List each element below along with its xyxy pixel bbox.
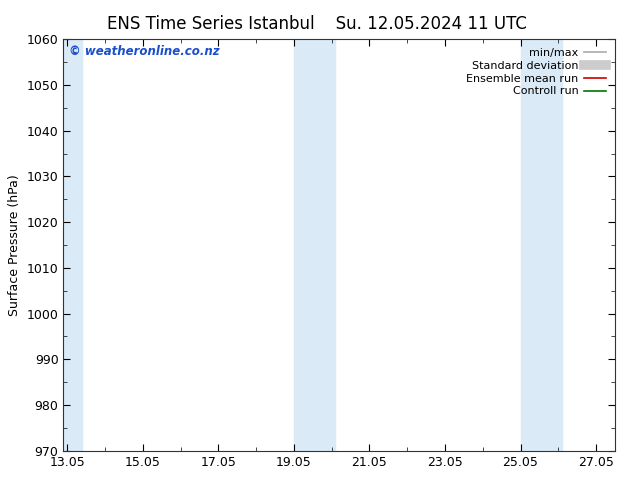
Text: © weatheronline.co.nz: © weatheronline.co.nz [69, 46, 219, 58]
Bar [541, 39, 562, 451]
Bar [521, 39, 541, 451]
Bar [314, 39, 335, 451]
Legend: min/max, Standard deviation, Ensemble mean run, Controll run: min/max, Standard deviation, Ensemble me… [463, 45, 609, 100]
Text: ENS Time Series Istanbul    Su. 12.05.2024 11 UTC: ENS Time Series Istanbul Su. 12.05.2024 … [107, 15, 527, 33]
Y-axis label: Surface Pressure (hPa): Surface Pressure (hPa) [8, 174, 21, 316]
Bar [294, 39, 314, 451]
Bar [63, 39, 82, 451]
